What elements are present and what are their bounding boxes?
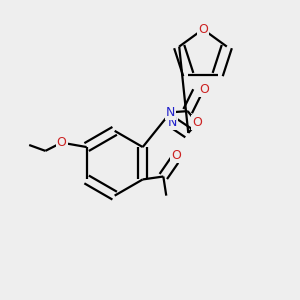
Text: O: O bbox=[171, 149, 181, 162]
Text: O: O bbox=[57, 136, 67, 149]
Text: O: O bbox=[198, 23, 208, 36]
Text: O: O bbox=[199, 82, 209, 95]
Text: N: N bbox=[166, 106, 175, 119]
Text: N: N bbox=[167, 116, 177, 128]
Text: O: O bbox=[192, 116, 202, 129]
